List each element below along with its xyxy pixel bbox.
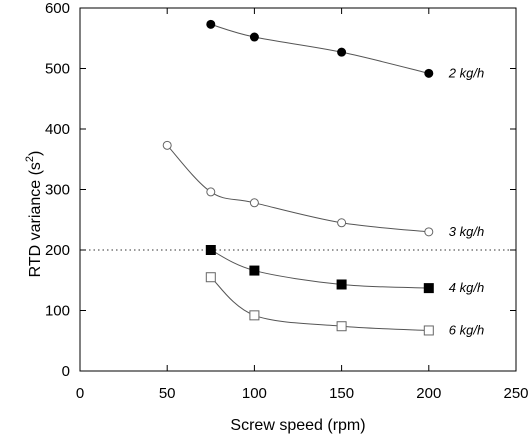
- data-point: [206, 187, 216, 197]
- data-point: [423, 283, 434, 294]
- data-point: [249, 265, 260, 276]
- series-label: 4 kg/h: [449, 280, 484, 295]
- y-tick-label: 300: [45, 182, 70, 199]
- data-point: [162, 140, 172, 150]
- series-label: 2 kg/h: [448, 65, 484, 80]
- data-point: [424, 68, 434, 78]
- series-curve: [210, 276, 429, 331]
- data-point: [205, 245, 216, 255]
- x-tick-label: 100: [242, 385, 267, 402]
- y-tick-label: 500: [45, 61, 70, 78]
- x-tick-label: 250: [503, 385, 528, 402]
- data-point: [249, 198, 259, 208]
- data-point: [336, 279, 347, 290]
- x-tick-label: 200: [416, 385, 441, 402]
- plot-frame: [79, 7, 517, 372]
- series-curve: [210, 249, 429, 289]
- data-point: [336, 321, 347, 332]
- x-tick-label: 0: [76, 385, 84, 402]
- y-axis-title: RTD variance (s2): [24, 151, 44, 278]
- data-point: [249, 32, 259, 42]
- y-tick-label: 100: [45, 303, 70, 320]
- data-point: [205, 272, 216, 283]
- series-curve: [166, 144, 429, 233]
- y-tick-label: 400: [45, 121, 70, 138]
- data-point: [423, 325, 434, 336]
- data-point: [424, 227, 434, 237]
- data-point: [206, 19, 216, 29]
- y-tick-label: 200: [45, 242, 70, 259]
- data-point: [337, 218, 347, 228]
- series-label: 3 kg/h: [449, 224, 484, 239]
- x-tick-label: 150: [329, 385, 354, 402]
- series-label: 6 kg/h: [449, 322, 484, 337]
- x-tick-label: 50: [159, 385, 176, 402]
- data-point: [249, 310, 260, 321]
- y-tick-label: 600: [45, 0, 70, 17]
- data-point: [337, 47, 347, 57]
- x-axis-title: Screw speed (rpm): [230, 417, 365, 434]
- series-curve: [210, 23, 429, 74]
- y-tick-label: 0: [62, 363, 70, 380]
